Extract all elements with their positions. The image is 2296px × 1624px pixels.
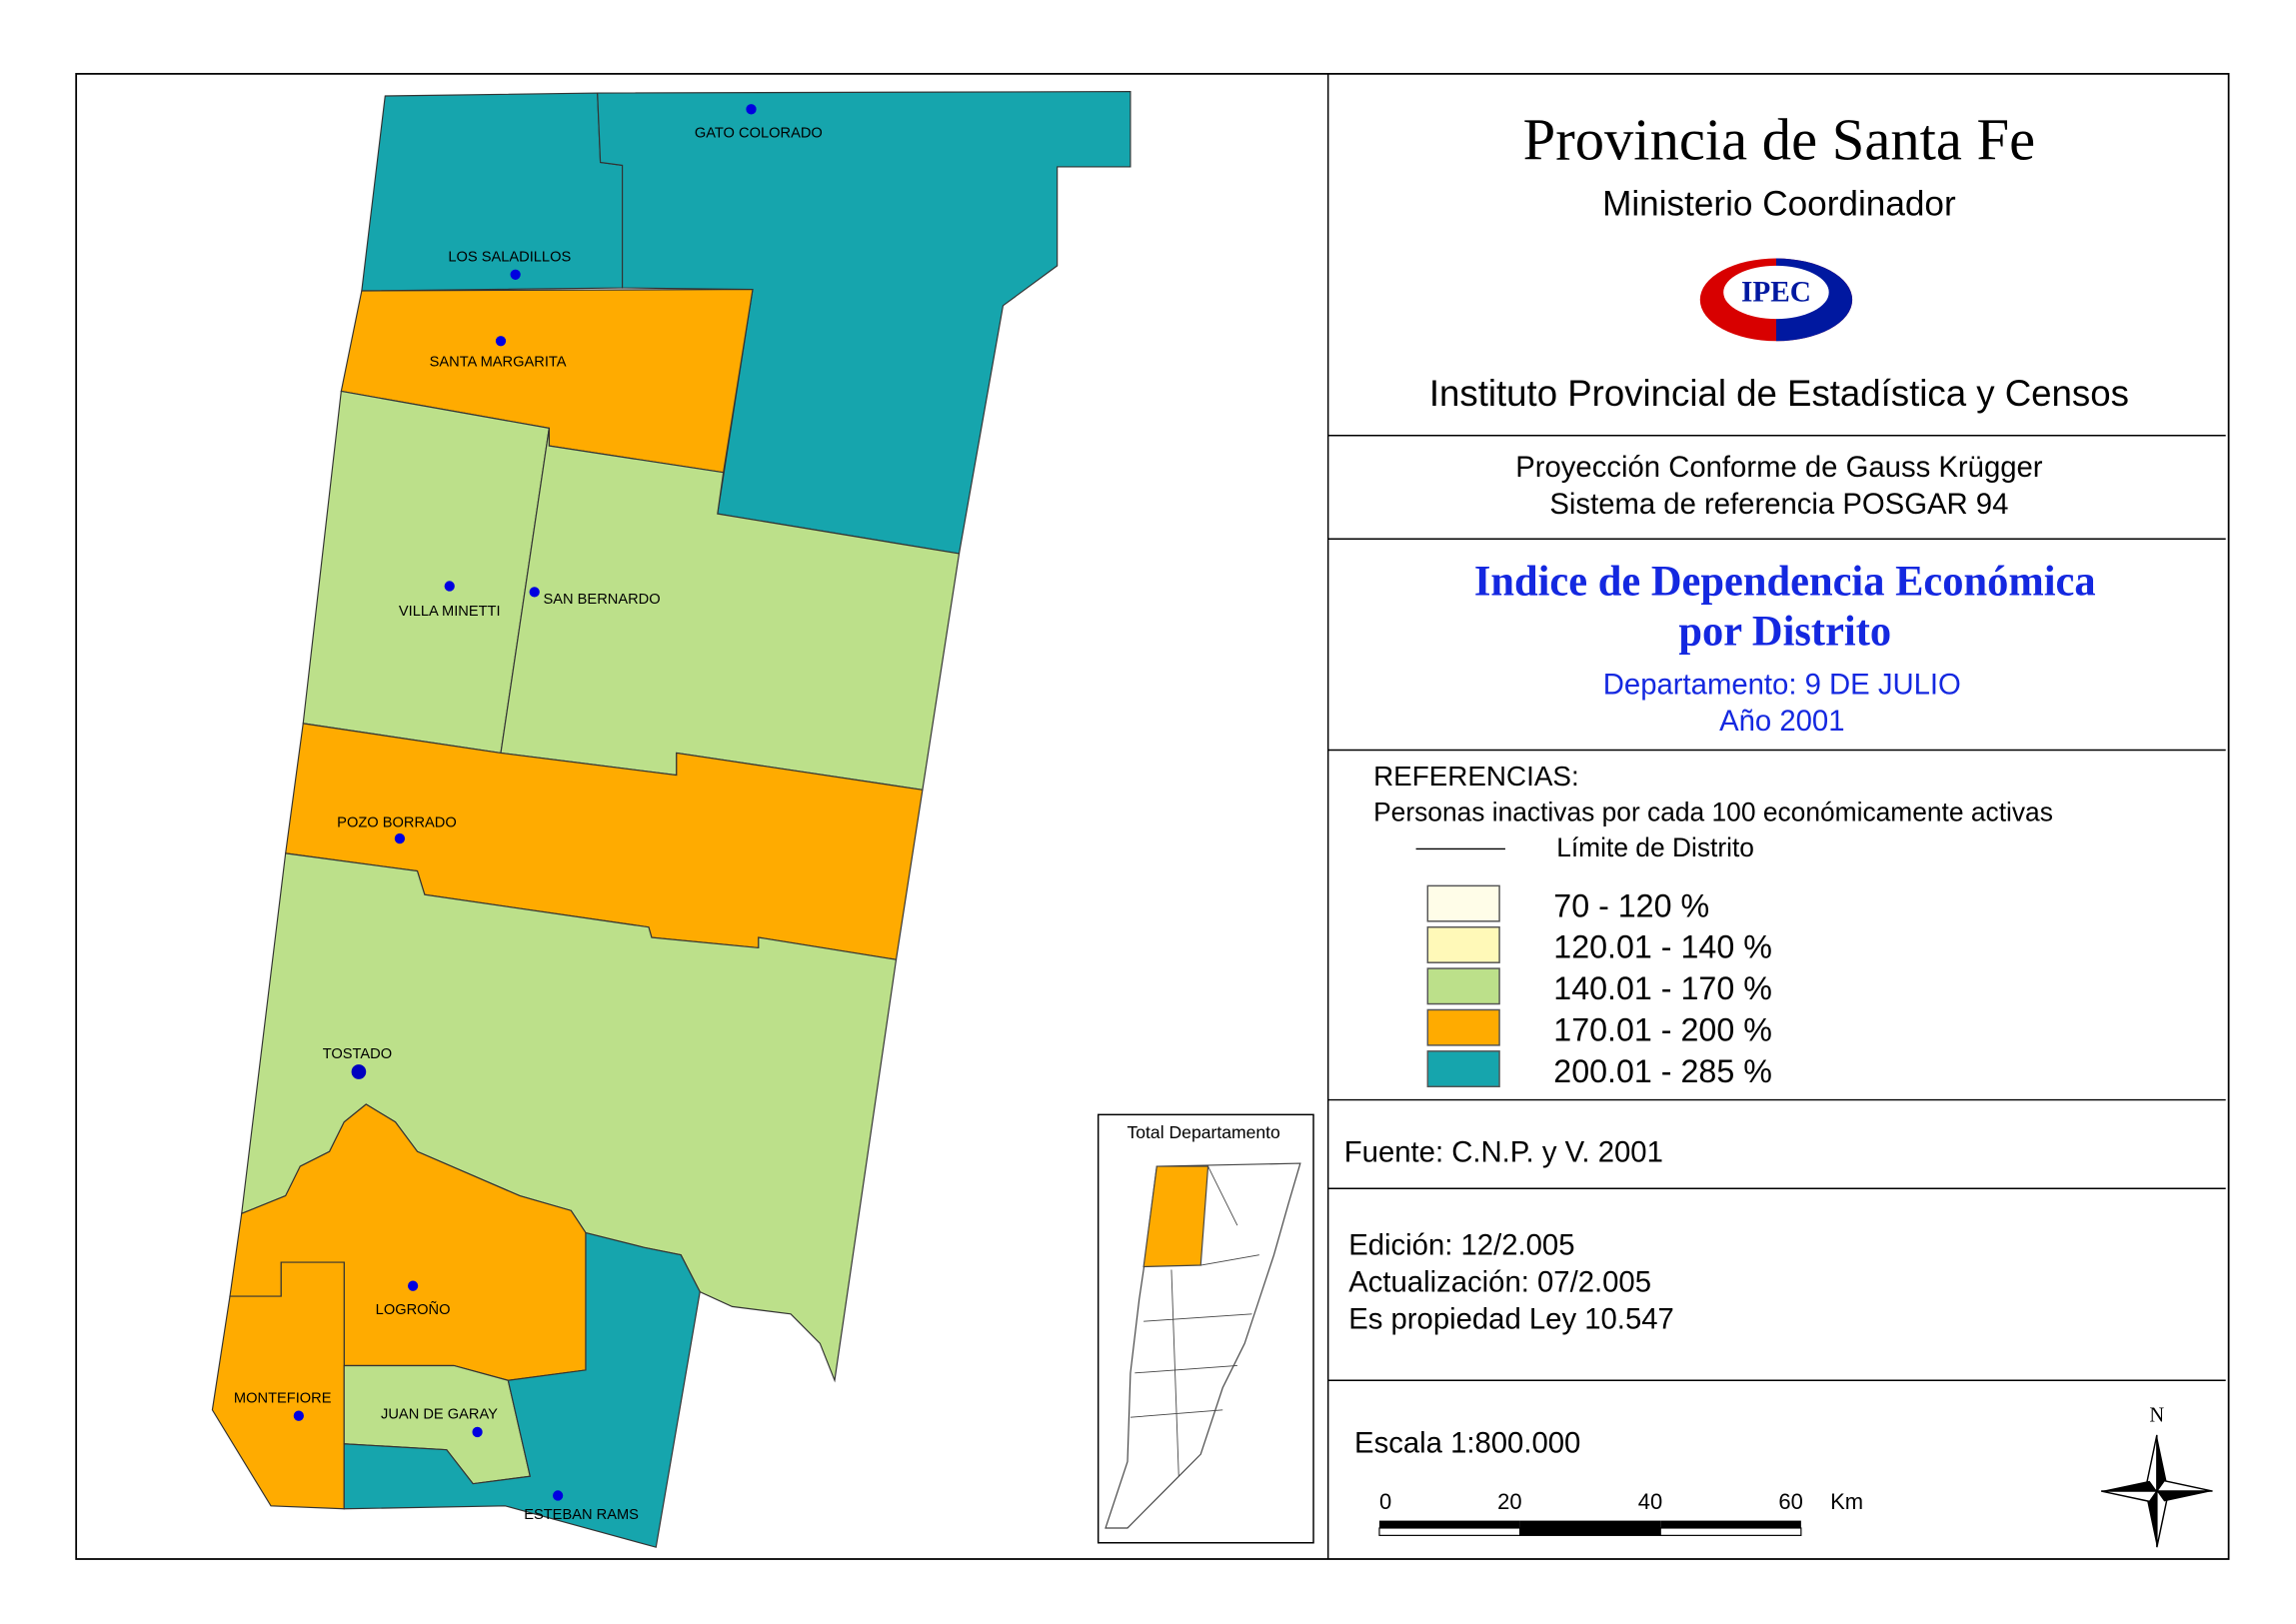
town-dot (746, 104, 757, 115)
scale-segment (1519, 1527, 1661, 1536)
north-arrow: N (2101, 1405, 2213, 1548)
town-dot (407, 1280, 419, 1291)
inset-title: Total Departamento (1128, 1122, 1280, 1142)
institute: Instituto Provincial de Estadística y Ce… (1429, 373, 2129, 414)
town-dot (495, 336, 507, 347)
scale-segment (1378, 1527, 1521, 1536)
scale-segment (1378, 1520, 1520, 1528)
logo-text: IPEC (1741, 276, 1811, 308)
references-title: REFERENCIAS: (1373, 761, 1579, 792)
legend-swatch (1426, 884, 1500, 922)
source: Fuente: C.N.P. y V. 2001 (1344, 1136, 1663, 1169)
arrow (2155, 1479, 2213, 1492)
legend-swatch (1426, 925, 1500, 963)
town-dot (394, 832, 406, 844)
scale-tick-label: 60 (1778, 1489, 1802, 1514)
north-label: N (2149, 1405, 2164, 1427)
district (343, 1231, 701, 1548)
district-label: TOSTADO (323, 1046, 392, 1062)
district-label: MONTEFIORE (234, 1390, 332, 1406)
district-label: LOGROÑO (376, 1301, 451, 1318)
edition: Edición: 12/2.005 (1348, 1229, 1574, 1262)
district-label: VILLA MINETTI (399, 604, 501, 620)
legend-label: 200.01 - 285 % (1553, 1053, 1772, 1089)
legend-swatch (1426, 967, 1500, 1005)
scale-segment (1660, 1520, 1801, 1528)
projection-line: Sistema de referencia POSGAR 94 (1549, 488, 2008, 521)
arrow (2156, 1491, 2213, 1502)
subtitle: Ministerio Coordinador (1602, 185, 1956, 224)
legend: 70 - 120 % 120.01 - 140 % 140.01 - 170 % 17… (1426, 884, 1772, 1089)
scale-tick-label: 20 (1497, 1489, 1521, 1514)
district-label: SANTA MARGARITA (430, 354, 567, 370)
arrow (2146, 1491, 2157, 1548)
projection-line: Proyección Conforme de Gauss Krügger (1515, 451, 2043, 484)
scale-tick-label: 0 (1379, 1489, 1391, 1514)
legend-swatch (1426, 1008, 1500, 1046)
district-label: LOS SALADILLOS (448, 249, 571, 265)
town-dot (351, 1064, 367, 1079)
arrow (2101, 1490, 2159, 1503)
inset-boundaries (1130, 1165, 1259, 1477)
legend-swatch (1426, 1050, 1500, 1088)
town-dot (529, 587, 540, 598)
legend-label: 140.01 - 170 % (1553, 970, 1772, 1006)
legend-label: 170.01 - 200 % (1553, 1011, 1772, 1047)
scale-text: Escala 1:800.000 (1354, 1427, 1580, 1460)
towns: GATO COLORADO LOS SALADILLOS SANTA MARGA… (234, 104, 823, 1523)
scale-bar: 0 20 40 60 Km (1378, 1489, 1863, 1536)
district-label: GATO COLORADO (695, 125, 823, 141)
title: Provincia de Santa Fe (1523, 107, 2035, 172)
legend-label: 70 - 120 % (1553, 887, 1709, 923)
district-label: SAN BERNARDO (543, 592, 660, 608)
town-dot (510, 269, 521, 280)
scale-unit: Km (1830, 1489, 1863, 1514)
year: Año 2001 (1719, 705, 1844, 738)
legend-label: 120.01 - 140 % (1553, 929, 1772, 965)
town-dot (293, 1410, 304, 1421)
town-dot (553, 1490, 564, 1501)
side-panel: Provincia de Santa Fe Ministerio Coordin… (1327, 107, 2226, 1548)
map-title: Indice de Dependencia Económica (1474, 558, 2096, 605)
district-label: JUAN DE GARAY (381, 1407, 498, 1423)
references-description: Personas inactivas por cada 100 económic… (1373, 797, 2053, 826)
map-title: por Distrito (1678, 608, 1891, 655)
town-dot (472, 1426, 483, 1438)
arrow (2101, 1480, 2157, 1492)
boundary-label: Límite de Distrito (1556, 832, 1754, 862)
scale-tick-label: 40 (1638, 1489, 1662, 1514)
logo-center (1723, 265, 1829, 320)
district-label: ESTEBAN RAMS (524, 1507, 639, 1523)
scale-segment (1519, 1520, 1661, 1528)
arrow (2156, 1434, 2168, 1492)
inset: Total Departamento (1097, 1113, 1314, 1544)
edition: Es propiedad Ley 10.547 (1348, 1302, 1674, 1335)
department: Departamento: 9 DE JULIO (1603, 668, 1961, 701)
town-dot (444, 581, 455, 592)
district-label: POZO BORRADO (337, 814, 457, 830)
districts (211, 90, 1132, 1548)
scale-segment (1659, 1527, 1802, 1536)
edition: Actualización: 07/2.005 (1348, 1266, 1651, 1299)
